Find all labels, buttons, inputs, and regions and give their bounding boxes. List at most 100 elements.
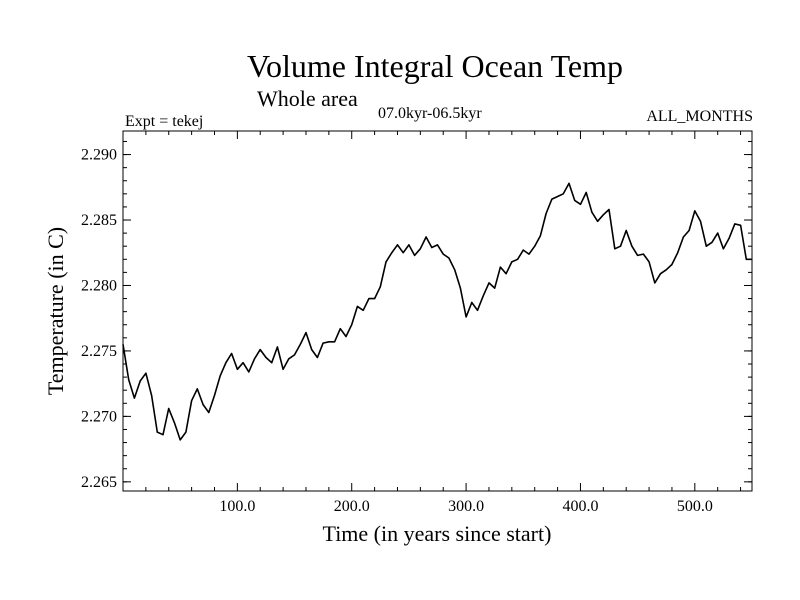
experiment-label: Expt = tekej [125, 113, 204, 130]
data-point [128, 379, 130, 381]
data-point [734, 223, 736, 225]
data-point [351, 324, 353, 326]
data-point [374, 297, 376, 300]
data-point [248, 371, 250, 373]
data-point [568, 182, 570, 184]
data-point [339, 328, 341, 330]
data-point [591, 211, 593, 213]
y-tick-label: 2.280 [81, 277, 117, 294]
data-point [202, 404, 204, 406]
y-tick-label: 2.285 [81, 212, 117, 229]
data-point [671, 263, 673, 266]
data-point [459, 287, 461, 289]
data-point [391, 252, 393, 254]
data-point [379, 286, 381, 288]
data-point [597, 220, 599, 222]
data-point [705, 245, 707, 247]
data-point [419, 248, 421, 250]
data-point [631, 245, 633, 247]
data-point [442, 253, 444, 255]
data-point [322, 342, 324, 344]
data-point [288, 358, 290, 360]
y-tick-label: 2.275 [81, 343, 117, 360]
data-point [494, 287, 496, 289]
data-point [185, 431, 187, 433]
data-point [311, 349, 313, 351]
plot-frame [122, 130, 753, 492]
data-point [465, 316, 467, 318]
period-label: 07.0kyr-06.5kyr [378, 105, 482, 122]
data-point [614, 248, 616, 250]
data-point [122, 343, 124, 345]
x-tick-label: 200.0 [334, 498, 370, 515]
data-point [196, 388, 198, 390]
data-point [534, 245, 536, 247]
y-tick-label: 2.270 [81, 408, 117, 425]
data-point [265, 356, 267, 359]
data-point [242, 362, 244, 364]
data-point [385, 261, 387, 263]
data-point [168, 407, 170, 410]
data-point [293, 354, 296, 356]
data-point [305, 332, 307, 334]
data-point [436, 244, 439, 246]
data-point [528, 253, 530, 255]
data-point [717, 232, 719, 234]
chart-subtitle: Whole area [257, 86, 358, 111]
data-point [316, 356, 319, 359]
data-point [539, 235, 542, 237]
data-point [511, 261, 513, 263]
data-point [208, 411, 210, 414]
x-tick-label: 300.0 [448, 498, 484, 515]
data-point [579, 203, 582, 205]
data-point [665, 269, 667, 271]
data-point [608, 208, 610, 211]
data-point [259, 349, 261, 351]
data-point [454, 269, 456, 271]
y-tick-label: 2.265 [81, 474, 117, 491]
data-point [133, 397, 136, 399]
data-point [619, 245, 622, 247]
chart-title: Volume Integral Ocean Temp [246, 48, 623, 84]
data-point [682, 236, 684, 238]
data-point [545, 212, 547, 215]
data-point [139, 380, 141, 382]
data-point [173, 422, 176, 424]
data-point [745, 258, 747, 260]
data-point [396, 244, 399, 246]
data-point [145, 372, 147, 374]
data-point [585, 191, 587, 194]
data-point [488, 282, 490, 284]
data-point [688, 229, 690, 232]
data-point [448, 257, 450, 259]
y-tick-label: 2.290 [81, 147, 117, 164]
data-point [282, 368, 284, 370]
data-point [156, 431, 158, 433]
data-point [654, 282, 656, 284]
series-line [122, 182, 752, 441]
data-point [345, 335, 347, 338]
data-point [499, 266, 501, 268]
data-point [659, 273, 662, 275]
data-point [562, 193, 564, 195]
data-point [551, 198, 553, 200]
data-point [425, 236, 427, 238]
data-point [677, 252, 679, 254]
x-tick-label: 500.0 [677, 498, 713, 515]
data-point [271, 362, 273, 364]
data-point [516, 258, 519, 260]
data-point [556, 195, 559, 198]
data-point [356, 305, 359, 308]
y-axis-label: Temperature (in C) [43, 227, 68, 395]
data-point [471, 301, 473, 304]
data-point [694, 210, 696, 212]
data-point [231, 352, 233, 355]
data-point [328, 341, 330, 343]
data-point [476, 309, 479, 311]
data-point [739, 224, 742, 226]
data-point [225, 362, 227, 364]
data-point [522, 249, 524, 251]
data-point [333, 341, 336, 343]
x-tick-label: 400.0 [562, 498, 598, 515]
data-point [431, 246, 433, 249]
